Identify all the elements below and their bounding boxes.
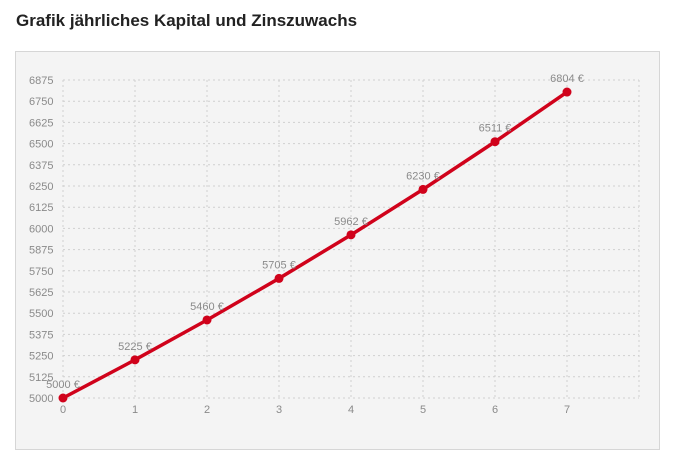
y-tick-label: 5625 xyxy=(29,287,53,299)
y-axis-ticks: 5000 5125 5250 5375 5500 5625 5750 5875 6000 6125… xyxy=(29,75,53,405)
page-title: Grafik jährliches Kapital und Zinszuwach… xyxy=(16,11,358,30)
y-tick-label: 6750 xyxy=(29,96,53,108)
data-point[interactable] xyxy=(274,273,284,283)
y-tick-label: 5000 xyxy=(29,393,53,405)
y-tick-label: 6875 xyxy=(29,75,53,87)
y-tick-label: 5875 xyxy=(29,245,53,257)
data-point[interactable] xyxy=(58,393,68,403)
data-label: 6804 € xyxy=(550,73,584,85)
data-point[interactable] xyxy=(346,230,356,240)
y-tick-label: 5750 xyxy=(29,266,53,278)
series-line xyxy=(62,90,568,400)
data-label: 5705 € xyxy=(262,259,296,271)
x-tick-label: 5 xyxy=(420,404,426,416)
y-tick-label: 5375 xyxy=(29,329,53,341)
x-tick-label: 7 xyxy=(564,404,570,416)
x-tick-label: 2 xyxy=(204,404,210,416)
y-tick-label: 6125 xyxy=(29,202,53,214)
y-tick-label: 6250 xyxy=(29,181,53,193)
y-tick-label: 5500 xyxy=(29,308,53,320)
data-point[interactable] xyxy=(202,315,212,325)
data-point[interactable] xyxy=(130,355,140,365)
data-points xyxy=(58,87,572,403)
y-tick-label: 6375 xyxy=(29,160,53,172)
data-point[interactable] xyxy=(418,184,428,194)
y-tick-label: 6500 xyxy=(29,139,53,151)
data-label: 5962 € xyxy=(334,216,368,228)
data-labels: 5000 € 5225 € 5460 € 5705 € 5962 € 6230 € 6511… xyxy=(46,73,584,391)
data-label: 6511 € xyxy=(479,123,512,135)
x-tick-label: 1 xyxy=(132,404,138,416)
x-tick-label: 3 xyxy=(276,404,282,416)
data-label: 5460 € xyxy=(190,301,224,313)
x-tick-label: 6 xyxy=(492,404,498,416)
y-tick-label: 5125 xyxy=(29,372,53,384)
y-tick-label: 5250 xyxy=(29,351,53,363)
data-point[interactable] xyxy=(490,137,500,147)
data-point[interactable] xyxy=(562,87,572,97)
x-axis-ticks: 0 1 2 3 4 5 6 7 xyxy=(60,404,570,416)
data-label: 5225 € xyxy=(118,341,152,353)
series-line-layer xyxy=(62,90,568,400)
y-tick-label: 6625 xyxy=(29,117,53,129)
x-tick-label: 0 xyxy=(60,404,66,416)
x-tick-label: 4 xyxy=(348,404,354,416)
data-label: 6230 € xyxy=(406,170,440,182)
chart-grid xyxy=(62,79,640,399)
chart-panel xyxy=(15,51,660,450)
data-label: 5000 € xyxy=(46,379,80,391)
y-tick-label: 6000 xyxy=(29,223,53,235)
